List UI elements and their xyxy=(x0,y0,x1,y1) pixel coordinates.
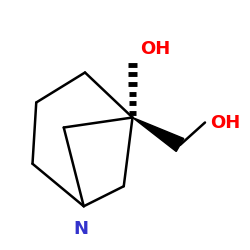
Text: OH: OH xyxy=(140,40,170,58)
Text: OH: OH xyxy=(210,114,240,132)
Polygon shape xyxy=(132,118,184,152)
Text: N: N xyxy=(74,220,89,238)
